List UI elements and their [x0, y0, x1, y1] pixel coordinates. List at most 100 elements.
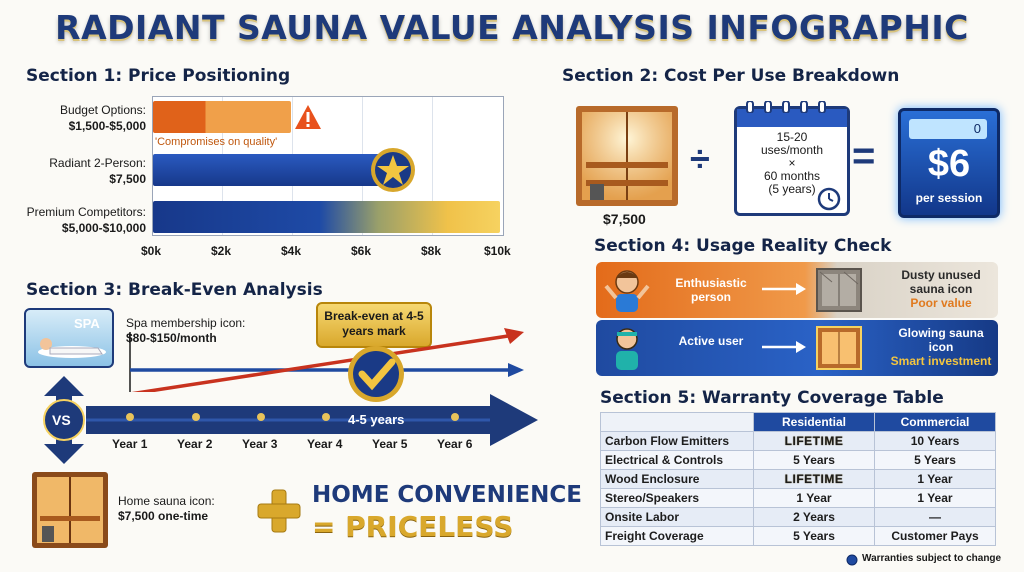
- year-label: Year 3: [242, 437, 278, 451]
- warning-triangle-icon: [294, 104, 322, 130]
- residential-value: 2 Years: [753, 507, 875, 527]
- vs-double-arrow-icon: [38, 376, 90, 464]
- display-digit: 0: [973, 121, 981, 136]
- breakeven-callout-text: Break-even at 4-5 years mark: [324, 309, 424, 338]
- section4-heading: Section 4: Usage Reality Check: [594, 236, 892, 256]
- plus-icon: [256, 488, 302, 534]
- active-user-icon: [604, 324, 650, 372]
- row-item: Freight Coverage: [600, 526, 754, 546]
- sauna-price: $7,500: [603, 211, 646, 227]
- premium-price: $5,000-$10,000: [61, 221, 146, 235]
- calendar-rings-icon: [745, 100, 839, 114]
- budget-note: 'Compromises on quality': [155, 136, 278, 148]
- row-item: Electrical & Controls: [600, 450, 754, 470]
- timeline-arrow-icon: [86, 394, 538, 448]
- glowing-sauna-icon: [814, 324, 864, 372]
- warranty-footnote: Warranties subject to change: [862, 553, 1002, 564]
- per-session-label: per session: [915, 191, 983, 205]
- clock-icon: [817, 187, 841, 211]
- arrow-right-icon: [762, 282, 806, 296]
- year-dot: [192, 413, 200, 421]
- breakeven-lines: [128, 322, 528, 396]
- table-row: Onsite Labor 2 Years —: [600, 507, 996, 527]
- section2-heading: Section 2: Cost Per Use Breakdown: [562, 66, 900, 86]
- warranty-table: Residential Commercial Carbon Flow Emitt…: [600, 412, 996, 546]
- spa-badge: SPA: [74, 316, 100, 331]
- section1-heading: Section 1: Price Positioning: [26, 66, 291, 86]
- times-symbol: ×: [788, 156, 796, 170]
- residential-value: LIFETIME: [753, 431, 875, 451]
- year-label: Year 1: [112, 437, 148, 451]
- col-commercial: Commercial: [874, 412, 996, 432]
- calculator-icon: 0 $6 per session: [898, 108, 1000, 218]
- radiant-price: $7,500: [109, 172, 146, 186]
- col-residential: Residential: [753, 412, 875, 432]
- premium-bar: [153, 201, 500, 233]
- spa-membership-icon: SPA: [24, 308, 114, 368]
- row-item: Stereo/Speakers: [600, 488, 754, 508]
- commercial-value: 5 Years: [874, 450, 996, 470]
- row-item: Carbon Flow Emitters: [600, 431, 754, 451]
- year-label: Year 2: [177, 437, 213, 451]
- vs-label: VS: [52, 412, 71, 428]
- divide-symbol: ÷: [690, 138, 710, 179]
- tick-10: $10k: [484, 244, 511, 258]
- tick-8: $8k: [421, 244, 442, 258]
- budget-label-text: Budget Options:: [59, 103, 146, 117]
- home-sauna-price: $7,500 one-time: [118, 509, 209, 523]
- star-badge-icon: [370, 147, 416, 193]
- year-dot: [322, 413, 330, 421]
- year-label: Year 4: [307, 437, 343, 451]
- radiant-label-text: Radiant 2-Person:: [49, 156, 146, 170]
- year-dot: [126, 413, 134, 421]
- tick-0: $0k: [141, 244, 162, 258]
- budget-bar: [153, 101, 291, 133]
- row-item: Onsite Labor: [600, 507, 754, 527]
- home-sauna-text: Home sauna icon: $7,500 one-time: [118, 494, 215, 524]
- home-sauna-icon: [30, 470, 110, 550]
- commercial-value: 10 Years: [874, 431, 996, 451]
- year-label: Year 5: [372, 437, 408, 451]
- glowing-sauna-text: Glowing sauna icon: [898, 326, 984, 354]
- spa-label: Spa membership icon:: [126, 316, 246, 330]
- breakeven-callout: Break-even at 4-5 years mark: [316, 302, 432, 348]
- radiant-bar: [153, 154, 393, 186]
- residential-value: 1 Year: [753, 488, 875, 508]
- tick-2: $2k: [211, 244, 232, 258]
- years-count: (5 years): [768, 182, 816, 196]
- section5-heading: Section 5: Warranty Coverage Table: [600, 388, 944, 408]
- uses-range: 15-20: [776, 130, 808, 144]
- sauna-cabin-icon: [572, 102, 682, 210]
- poor-value-label: Poor value: [910, 296, 972, 310]
- calculator-display: 0: [909, 119, 987, 139]
- table-row: Stereo/Speakers 1 Year 1 Year: [600, 488, 996, 508]
- tagline-home-convenience: HOME CONVENIENCE: [312, 482, 582, 508]
- footnote-bullet-icon: [846, 553, 858, 566]
- table-row: Wood Enclosure LIFETIME 1 Year: [600, 469, 996, 489]
- table-row: Carbon Flow Emitters LIFETIME 10 Years: [600, 431, 996, 451]
- budget-label: Budget Options: $1,500-$5,000: [6, 102, 146, 134]
- commercial-value: Customer Pays: [874, 526, 996, 546]
- calendar-icon: 15-20 uses/month × 60 months (5 years): [734, 100, 850, 216]
- months-count: 60 months: [763, 169, 821, 183]
- residential-value: LIFETIME: [753, 469, 875, 489]
- dusty-sauna-text: Dusty unused sauna icon: [901, 268, 981, 296]
- commercial-value: —: [874, 507, 996, 527]
- enthusiastic-person-label: Enthusiastic person: [675, 276, 747, 304]
- page-title: RADIANT SAUNA VALUE ANALYSIS INFOGRAPHIC: [55, 8, 969, 47]
- row-item: Wood Enclosure: [600, 469, 754, 489]
- calendar-text: 15-20 uses/month × 60 months (5 years): [737, 131, 847, 196]
- dusty-sauna-label: Dusty unused sauna icon Poor value: [886, 268, 996, 310]
- table-row: Freight Coverage 5 Years Customer Pays: [600, 526, 996, 546]
- residential-value: 5 Years: [753, 450, 875, 470]
- year-dot: [451, 413, 459, 421]
- cost-per-session: $6: [927, 143, 971, 185]
- usage-row-poor: Enthusiastic person Dusty unused sauna i…: [596, 262, 998, 318]
- commercial-value: 1 Year: [874, 469, 996, 489]
- section3-heading: Section 3: Break-Even Analysis: [26, 280, 323, 300]
- arrow-right-icon-2: [762, 340, 806, 354]
- commercial-value: 1 Year: [874, 488, 996, 508]
- usage-row-smart: Active user Glowing sauna icon Smart inv…: [596, 320, 998, 376]
- enthusiastic-person-icon: [604, 266, 650, 314]
- premium-label-text: Premium Competitors:: [26, 205, 146, 219]
